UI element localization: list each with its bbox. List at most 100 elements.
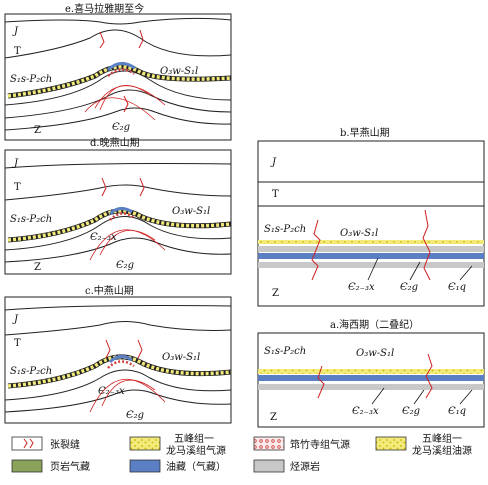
- panel-d-label-E2g: Є₂g: [116, 260, 134, 271]
- panel-e-fracture: [138, 29, 144, 49]
- panel-d: d.晚燕山期 J T S₁s-P₂ch O₃w-S₁l Є₂₋₃x Z Є₂g: [4, 137, 232, 275]
- legend-wufeng-gas-label-1: 五峰组一: [174, 432, 214, 445]
- panel-e-title: e.喜马拉雅期至今: [65, 2, 144, 15]
- panel-b-label-O3w: O₃w-S₁l: [340, 228, 378, 239]
- panel-c-label-O3w: O₃w-S₁l: [162, 352, 200, 363]
- panel-a-label-E2g: Є₂g: [402, 406, 420, 417]
- panel-b-fracture: [422, 209, 431, 281]
- panel-b-source-rock: [258, 246, 484, 252]
- panel-c-frame: [4, 296, 232, 424]
- panel-b-fracture: [311, 219, 321, 281]
- legend-fracture-icon: [23, 438, 28, 449]
- panel-e-layer-line: [4, 29, 232, 59]
- panel-b-label-Z: Z: [272, 288, 279, 299]
- panel-d-fracture: [101, 177, 107, 197]
- panel-c-fracture: [137, 339, 143, 359]
- panel-b-label-S1s: S₁s-P₂ch: [264, 224, 306, 235]
- legend-wufeng-gas-swatch: [129, 436, 161, 451]
- panel-e: e.喜马拉雅期至今 J T S₁s-P₂ch O₃w-S₁l Z Є₂g: [4, 2, 232, 141]
- panel-a-fracture: [425, 353, 433, 399]
- panel-a-leader: [459, 389, 473, 405]
- panel-a-label-Z: Z: [270, 412, 277, 423]
- panel-c-label-S1s: S₁s-P₂ch: [10, 366, 52, 377]
- legend-shale-gas-swatch: [11, 459, 43, 473]
- panel-c: c.中燕山期 J T S₁s-P₂ch O₃w-S₁l Є₂₋₃x Є₂g: [4, 284, 232, 424]
- panel-c-fault: [101, 379, 156, 407]
- panel-c-label-E2g: Є₂g: [126, 410, 144, 421]
- panel-b-leader: [409, 261, 421, 281]
- panel-d-source-band: [7, 209, 232, 242]
- panel-b-leader: [367, 257, 379, 281]
- panel-b-leader: [459, 265, 473, 281]
- legend-wufeng-gas-label-2: 龙马溪组气源: [166, 444, 226, 457]
- panel-d-fault: [99, 230, 156, 256]
- panel-a-leader: [413, 389, 425, 405]
- panel-d-layer-line: [4, 237, 232, 263]
- panel-d-frame: [4, 149, 232, 275]
- panel-c-oil-cap: [108, 355, 133, 364]
- panel-c-label-J: J: [12, 314, 19, 325]
- panel-c-layer-line: [4, 321, 232, 336]
- panel-e-source-band: [7, 65, 232, 98]
- panel-c-layer-line: [4, 389, 232, 413]
- panel-c-fault: [89, 378, 166, 413]
- panel-e-oil-cap: [106, 62, 136, 72]
- legend-fracture-label: 张裂缝: [50, 438, 80, 451]
- panel-e-label-S1s: S₁s-P₂ch: [10, 74, 52, 85]
- panel-c-label-E23x: Є₂₋₃x: [98, 386, 125, 397]
- panel-a-leader: [371, 387, 385, 405]
- panel-e-label-T: T: [14, 46, 21, 57]
- legend-oil-swatch: [129, 459, 161, 473]
- panel-d-label-Z: Z: [34, 262, 41, 273]
- panel-e-frame: [4, 13, 232, 141]
- legend-wufeng-oil-swatch: [375, 436, 407, 451]
- panel-a-label-E23x: Є₂₋₃x: [352, 406, 379, 417]
- panel-e-label-Z: Z: [34, 125, 41, 136]
- legend-fracture-icon: [29, 438, 34, 449]
- panel-e-layer-line: [4, 17, 232, 25]
- panel-b-title: b.早燕山期: [340, 127, 390, 139]
- panel-a-source-rock: [258, 384, 484, 390]
- panel-d-label-J: J: [12, 158, 19, 169]
- panel-c-fracture: [105, 339, 111, 359]
- panel-d-layer-line: [4, 184, 232, 201]
- legend-oil-label: 油藏（气藏）: [166, 460, 226, 473]
- panel-d-label-T: T: [14, 182, 21, 193]
- panel-b-source-rock: [258, 262, 484, 268]
- panel-c-label-T: T: [14, 338, 21, 349]
- panel-e-label-E2g: Є₂g: [112, 122, 130, 133]
- panel-d-label-E23x: Є₂₋₃x: [90, 232, 117, 243]
- legend-qiongzhusi-label: 筇竹寺组气源: [290, 438, 350, 451]
- panel-c-layer-line: [4, 369, 232, 401]
- panel-a-label-E1q: Є₁q: [448, 406, 466, 417]
- panel-c-source-band: [7, 355, 232, 388]
- legend-source-rock-label: 烃源岩: [290, 460, 320, 473]
- panel-c-layer-line: [4, 305, 232, 311]
- panel-e-label-J: J: [12, 26, 19, 37]
- legend-wufeng-oil-label-1: 五峰组一: [422, 432, 462, 445]
- legend-wufeng-oil-label-2: 龙马溪组油源: [412, 444, 472, 457]
- panel-b-oil-band: [258, 253, 484, 259]
- panel-b-frame: [257, 140, 485, 307]
- panel-d-label-O3w: O₃w-S₁l: [172, 206, 210, 217]
- panel-e-fault: [84, 97, 156, 121]
- panel-d-layer-line: [4, 163, 232, 169]
- panel-a: a.海西期（二叠纪） S₁s-P₂ch O₃w-S₁l Є₂₋₃x Є₂g Є₁…: [257, 318, 485, 428]
- panel-d-title: d.晚燕山期: [90, 137, 140, 149]
- panel-d-oil-cap: [108, 207, 133, 216]
- panel-d-fracture: [139, 177, 145, 197]
- panel-a-oil-band: [258, 375, 484, 381]
- panel-e-layer-line: [4, 70, 232, 106]
- panel-d-fault: [89, 229, 166, 261]
- panel-b-label-E23x: Є₂₋₃x: [348, 282, 375, 293]
- panel-e-fracture: [123, 95, 129, 113]
- panel-a-label-S1s: S₁s-P₂ch: [264, 346, 306, 357]
- legend-qiongzhusi-swatch: [253, 436, 285, 451]
- panel-b-label-E2g: Є₂g: [400, 282, 418, 293]
- panel-e-label-O3w: O₃w-S₁l: [160, 66, 198, 77]
- panel-b-label-T: T: [272, 189, 279, 200]
- panel-d-label-S1s: S₁s-P₂ch: [10, 214, 52, 225]
- panel-d-gas-cap: [109, 212, 135, 221]
- panel-d-layer-line: [4, 216, 232, 251]
- panel-b-label-J: J: [270, 157, 277, 168]
